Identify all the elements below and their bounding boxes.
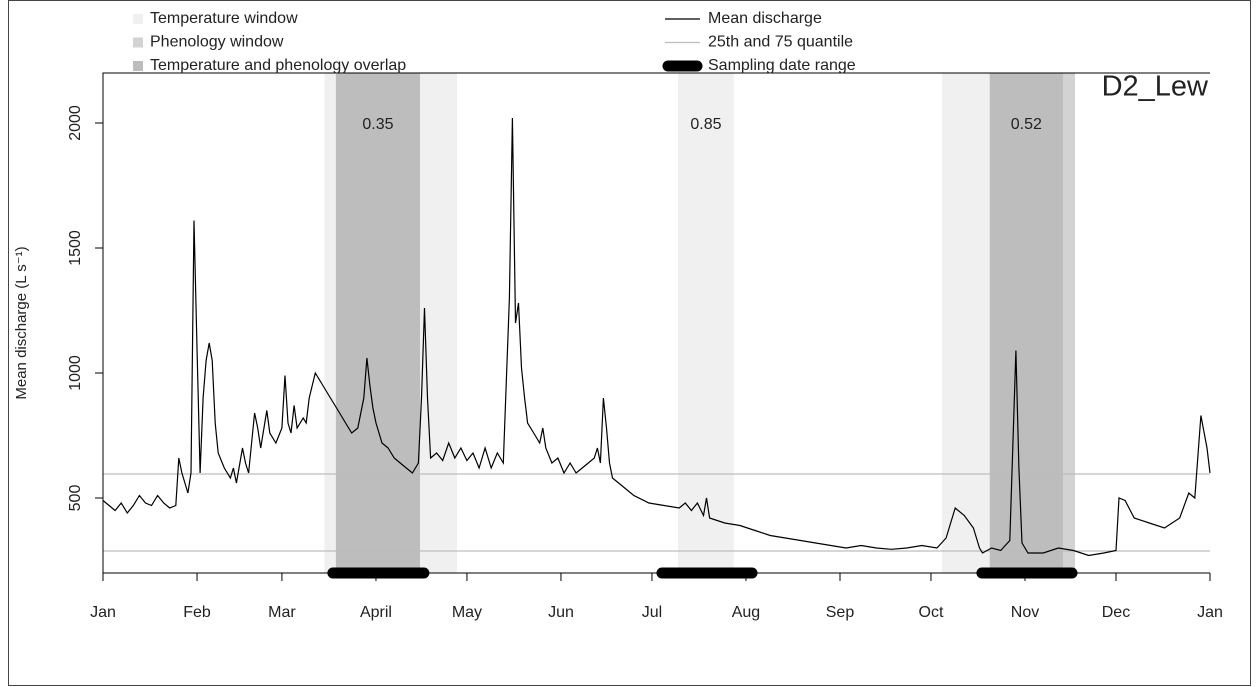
x-tick-label: May	[452, 604, 482, 621]
overlap-window	[335, 73, 420, 573]
x-tick-label: April	[360, 604, 392, 621]
x-tick-label: Jun	[548, 604, 574, 621]
y-tick-label: 1500	[67, 230, 84, 266]
x-tick-label: Nov	[1011, 604, 1039, 621]
overlap-window	[989, 73, 1063, 573]
temperature-window	[678, 73, 734, 573]
legend-label: Temperature window	[150, 10, 298, 27]
x-tick-label: Aug	[732, 604, 760, 621]
windows	[324, 73, 1076, 573]
x-tick-label: Feb	[183, 604, 211, 621]
x-tick-label: Jan	[90, 604, 116, 621]
legend-label: Sampling date range	[708, 57, 856, 74]
x-tick-label: Oct	[919, 604, 944, 621]
y-tick-label: 500	[67, 485, 84, 512]
x-tick-label: Jan	[1197, 604, 1223, 621]
legend-swatch	[133, 61, 143, 71]
legend-label: Mean discharge	[708, 10, 822, 27]
y-axis-label: Mean discharge (L s⁻¹)	[13, 246, 30, 399]
discharge-line	[102, 117, 1211, 557]
window-value: 0.85	[690, 116, 721, 133]
legend-label: Phenology window	[150, 34, 284, 51]
x-tick-label: Dec	[1102, 604, 1130, 621]
legend-swatch	[133, 14, 143, 24]
window-value: 0.52	[1011, 116, 1042, 133]
x-tick-label: Sep	[826, 604, 855, 621]
window-value: 0.35	[362, 116, 393, 133]
chart-title: D2_Lew	[1102, 71, 1209, 103]
legend-swatch	[133, 37, 143, 48]
y-tick-label: 2000	[67, 105, 84, 141]
x-tick-label: Jul	[642, 604, 662, 621]
legend-label: 25th and 75 quantile	[708, 34, 853, 51]
y-tick-label: 1000	[67, 355, 84, 391]
legend-label: Temperature and phenology overlap	[150, 57, 406, 74]
x-tick-label: Mar	[268, 604, 296, 621]
frame	[8, 0, 1251, 686]
